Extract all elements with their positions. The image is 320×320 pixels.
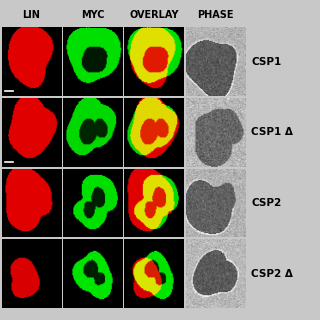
- Text: OVERLAY: OVERLAY: [129, 10, 179, 20]
- Text: CSP2 Δ: CSP2 Δ: [251, 269, 293, 279]
- Text: LIN: LIN: [22, 10, 40, 20]
- Text: CSP2: CSP2: [251, 198, 282, 208]
- Text: PHASE: PHASE: [197, 10, 234, 20]
- Text: MYC: MYC: [81, 10, 104, 20]
- Text: CSP1 Δ: CSP1 Δ: [251, 127, 293, 137]
- Text: CSP1: CSP1: [251, 57, 282, 67]
